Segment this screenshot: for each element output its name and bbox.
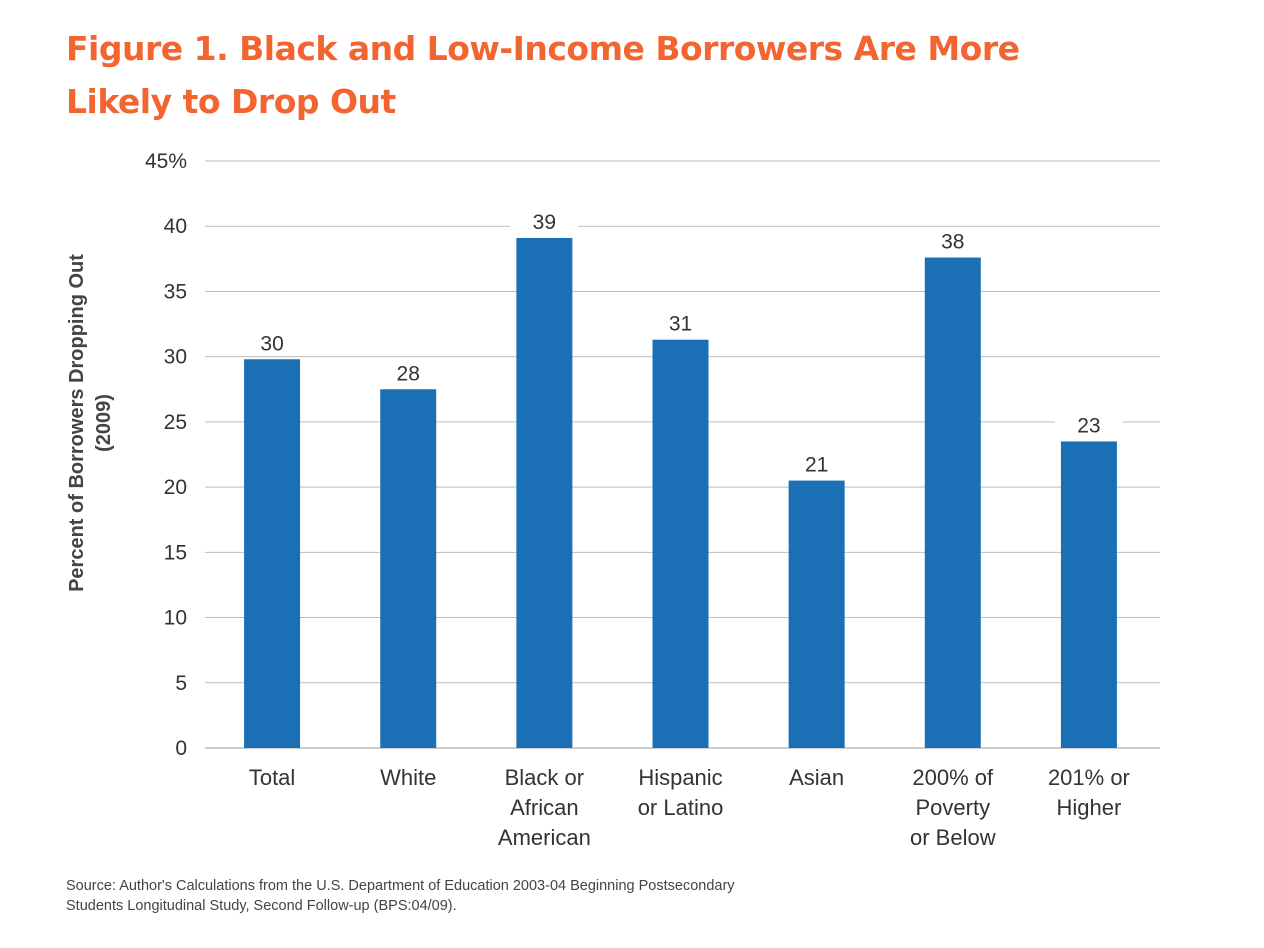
y-axis-title: (2009): [93, 394, 115, 452]
source-line-1: Source: Author's Calculations from the U…: [66, 878, 735, 894]
bar: [380, 389, 437, 748]
data-label: 28: [397, 362, 420, 385]
bar: [788, 480, 845, 748]
y-tick-label: 45%: [145, 150, 187, 173]
y-tick-label: 0: [175, 737, 187, 760]
source-note: Source: Author's Calculations from the U…: [66, 876, 966, 916]
chart-title: Figure 1. Black and Low-Income Borrowers…: [66, 22, 1066, 128]
bar: [1060, 441, 1117, 748]
data-label: 38: [941, 231, 964, 254]
data-label-background: [238, 329, 307, 356]
x-tick-label: Poverty: [915, 795, 990, 820]
x-tick-label: Hispanic: [638, 765, 722, 790]
x-tick-label: American: [498, 825, 591, 850]
source-line-2: Students Longitudinal Study, Second Foll…: [66, 898, 457, 914]
x-tick-label: or Below: [910, 825, 996, 850]
data-label: 23: [1077, 414, 1100, 437]
y-tick-label: 10: [164, 607, 187, 630]
chart-title-line-2: Likely to Drop Out: [66, 82, 396, 121]
y-axis-title: Percent of Borrowers Dropping Out: [66, 254, 88, 592]
data-label-background: [1054, 411, 1123, 438]
data-label-background: [646, 309, 715, 336]
bar: [924, 257, 981, 748]
bar: [516, 237, 573, 748]
data-label: 31: [669, 313, 692, 336]
data-label: 21: [805, 454, 828, 477]
chart-title-line-1: Figure 1. Black and Low-Income Borrowers…: [66, 29, 1020, 68]
data-label-background: [918, 227, 987, 254]
y-tick-label: 5: [175, 672, 187, 695]
x-tick-label: 200% of: [912, 765, 994, 790]
data-label-background: [782, 450, 851, 477]
x-tick-label: Asian: [789, 765, 844, 790]
bar: [244, 359, 301, 748]
y-tick-label: 20: [164, 476, 187, 499]
bar: [652, 339, 709, 748]
y-tick-label: 35: [164, 280, 187, 303]
data-label-background: [374, 359, 443, 386]
x-tick-label: White: [380, 765, 436, 790]
y-tick-label: 15: [164, 541, 187, 564]
x-tick-label: Total: [249, 765, 295, 790]
data-label-background: [510, 207, 579, 234]
data-label: 39: [533, 211, 556, 234]
x-tick-label: Black or: [505, 765, 584, 790]
data-label: 30: [260, 332, 283, 355]
x-tick-label: or Latino: [638, 795, 724, 820]
y-tick-label: 25: [164, 411, 187, 434]
y-tick-label: 30: [164, 346, 187, 369]
bar-chart: 0 5 10 15 20 25 30 35 40 45% 30 Total 28 White 39 Black…: [66, 150, 1160, 850]
y-tick-label: 40: [164, 215, 187, 238]
x-tick-label: 201% or: [1048, 765, 1130, 790]
x-tick-label: African: [510, 795, 578, 820]
x-tick-label: Higher: [1057, 795, 1122, 820]
